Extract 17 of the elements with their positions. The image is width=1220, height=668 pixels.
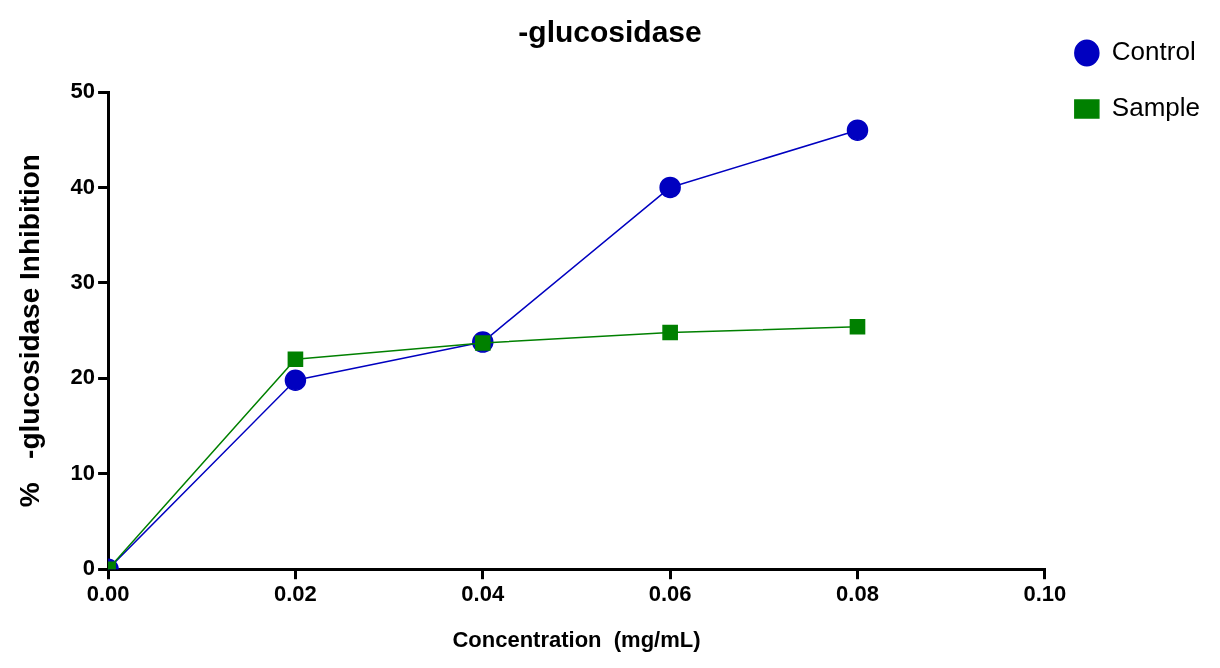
x-tick-label: 0.06 — [648, 581, 692, 607]
x-tick-label: 0.00 — [86, 581, 130, 607]
legend-label: Control — [1111, 36, 1196, 67]
x-tick-label: 0.02 — [274, 581, 317, 607]
y-tick-label: 40 — [70, 173, 96, 199]
y-tick-label: 30 — [70, 268, 96, 294]
legend-label: Sample — [1111, 92, 1200, 123]
x-axis-title: Concentration (mg/mL) — [452, 626, 701, 652]
chart-title: -glucosidase — [518, 15, 702, 49]
y-tick-label: 50 — [70, 78, 96, 104]
y-tick-label: 10 — [70, 459, 96, 485]
x-tick-label: 0.08 — [836, 581, 879, 607]
x-tick-label: 0.10 — [1023, 581, 1067, 607]
y-tick-label: 20 — [70, 364, 96, 390]
y-axis-title: % -glucosidase Inhibition — [13, 154, 45, 508]
y-tick-label: 0 — [82, 555, 96, 581]
x-tick-label: 0.04 — [461, 581, 505, 607]
